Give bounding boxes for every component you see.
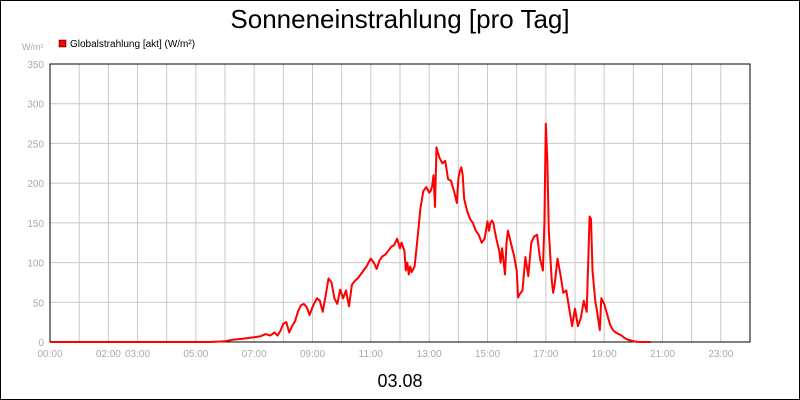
chart-title: Sonneneinstrahlung [pro Tag]	[230, 4, 569, 34]
x-tick-label: 05:00	[183, 349, 208, 360]
x-tick-label: 13:00	[417, 349, 442, 360]
legend-label: Globalstrahlung [akt] (W/m²)	[70, 39, 195, 50]
x-tick-label: 02:00	[96, 349, 121, 360]
x-tick-label: 15:00	[475, 349, 500, 360]
x-tick-label: 07:00	[242, 349, 267, 360]
plot-area	[49, 63, 751, 343]
y-tick-label: 100	[27, 259, 44, 270]
y-axis: 0 50 100 150 200 250 300 350	[27, 60, 44, 349]
x-tick-label: 09:00	[300, 349, 325, 360]
x-tick-label: 11:00	[359, 349, 384, 360]
y-tick-label: 300	[27, 100, 44, 111]
y-axis-unit: W/m²	[22, 42, 44, 52]
y-tick-label: 200	[27, 179, 44, 190]
y-tick-label: 250	[27, 139, 44, 150]
x-tick-label: 17:00	[533, 349, 558, 360]
x-tick-label: 21:00	[650, 349, 675, 360]
series-layer	[50, 122, 651, 343]
x-tick-label: 03:00	[125, 349, 150, 360]
series-line-globalstrahlung	[50, 122, 651, 343]
x-axis: 00:00 02:00 03:00 05:00 07:00 09:00 11:00 13:00…	[37, 349, 733, 360]
y-tick-label: 50	[33, 298, 45, 309]
x-tick-label: 23:00	[708, 349, 733, 360]
legend-swatch	[58, 39, 67, 48]
y-tick-label: 0	[38, 338, 44, 349]
x-tick-label: 00:00	[37, 349, 62, 360]
date-label: 03.08	[377, 371, 422, 391]
y-tick-label: 150	[27, 219, 44, 230]
x-tick-label: 19:00	[592, 349, 617, 360]
legend: Globalstrahlung [akt] (W/m²)	[58, 39, 195, 50]
y-tick-label: 350	[27, 60, 44, 71]
grid	[49, 63, 751, 343]
